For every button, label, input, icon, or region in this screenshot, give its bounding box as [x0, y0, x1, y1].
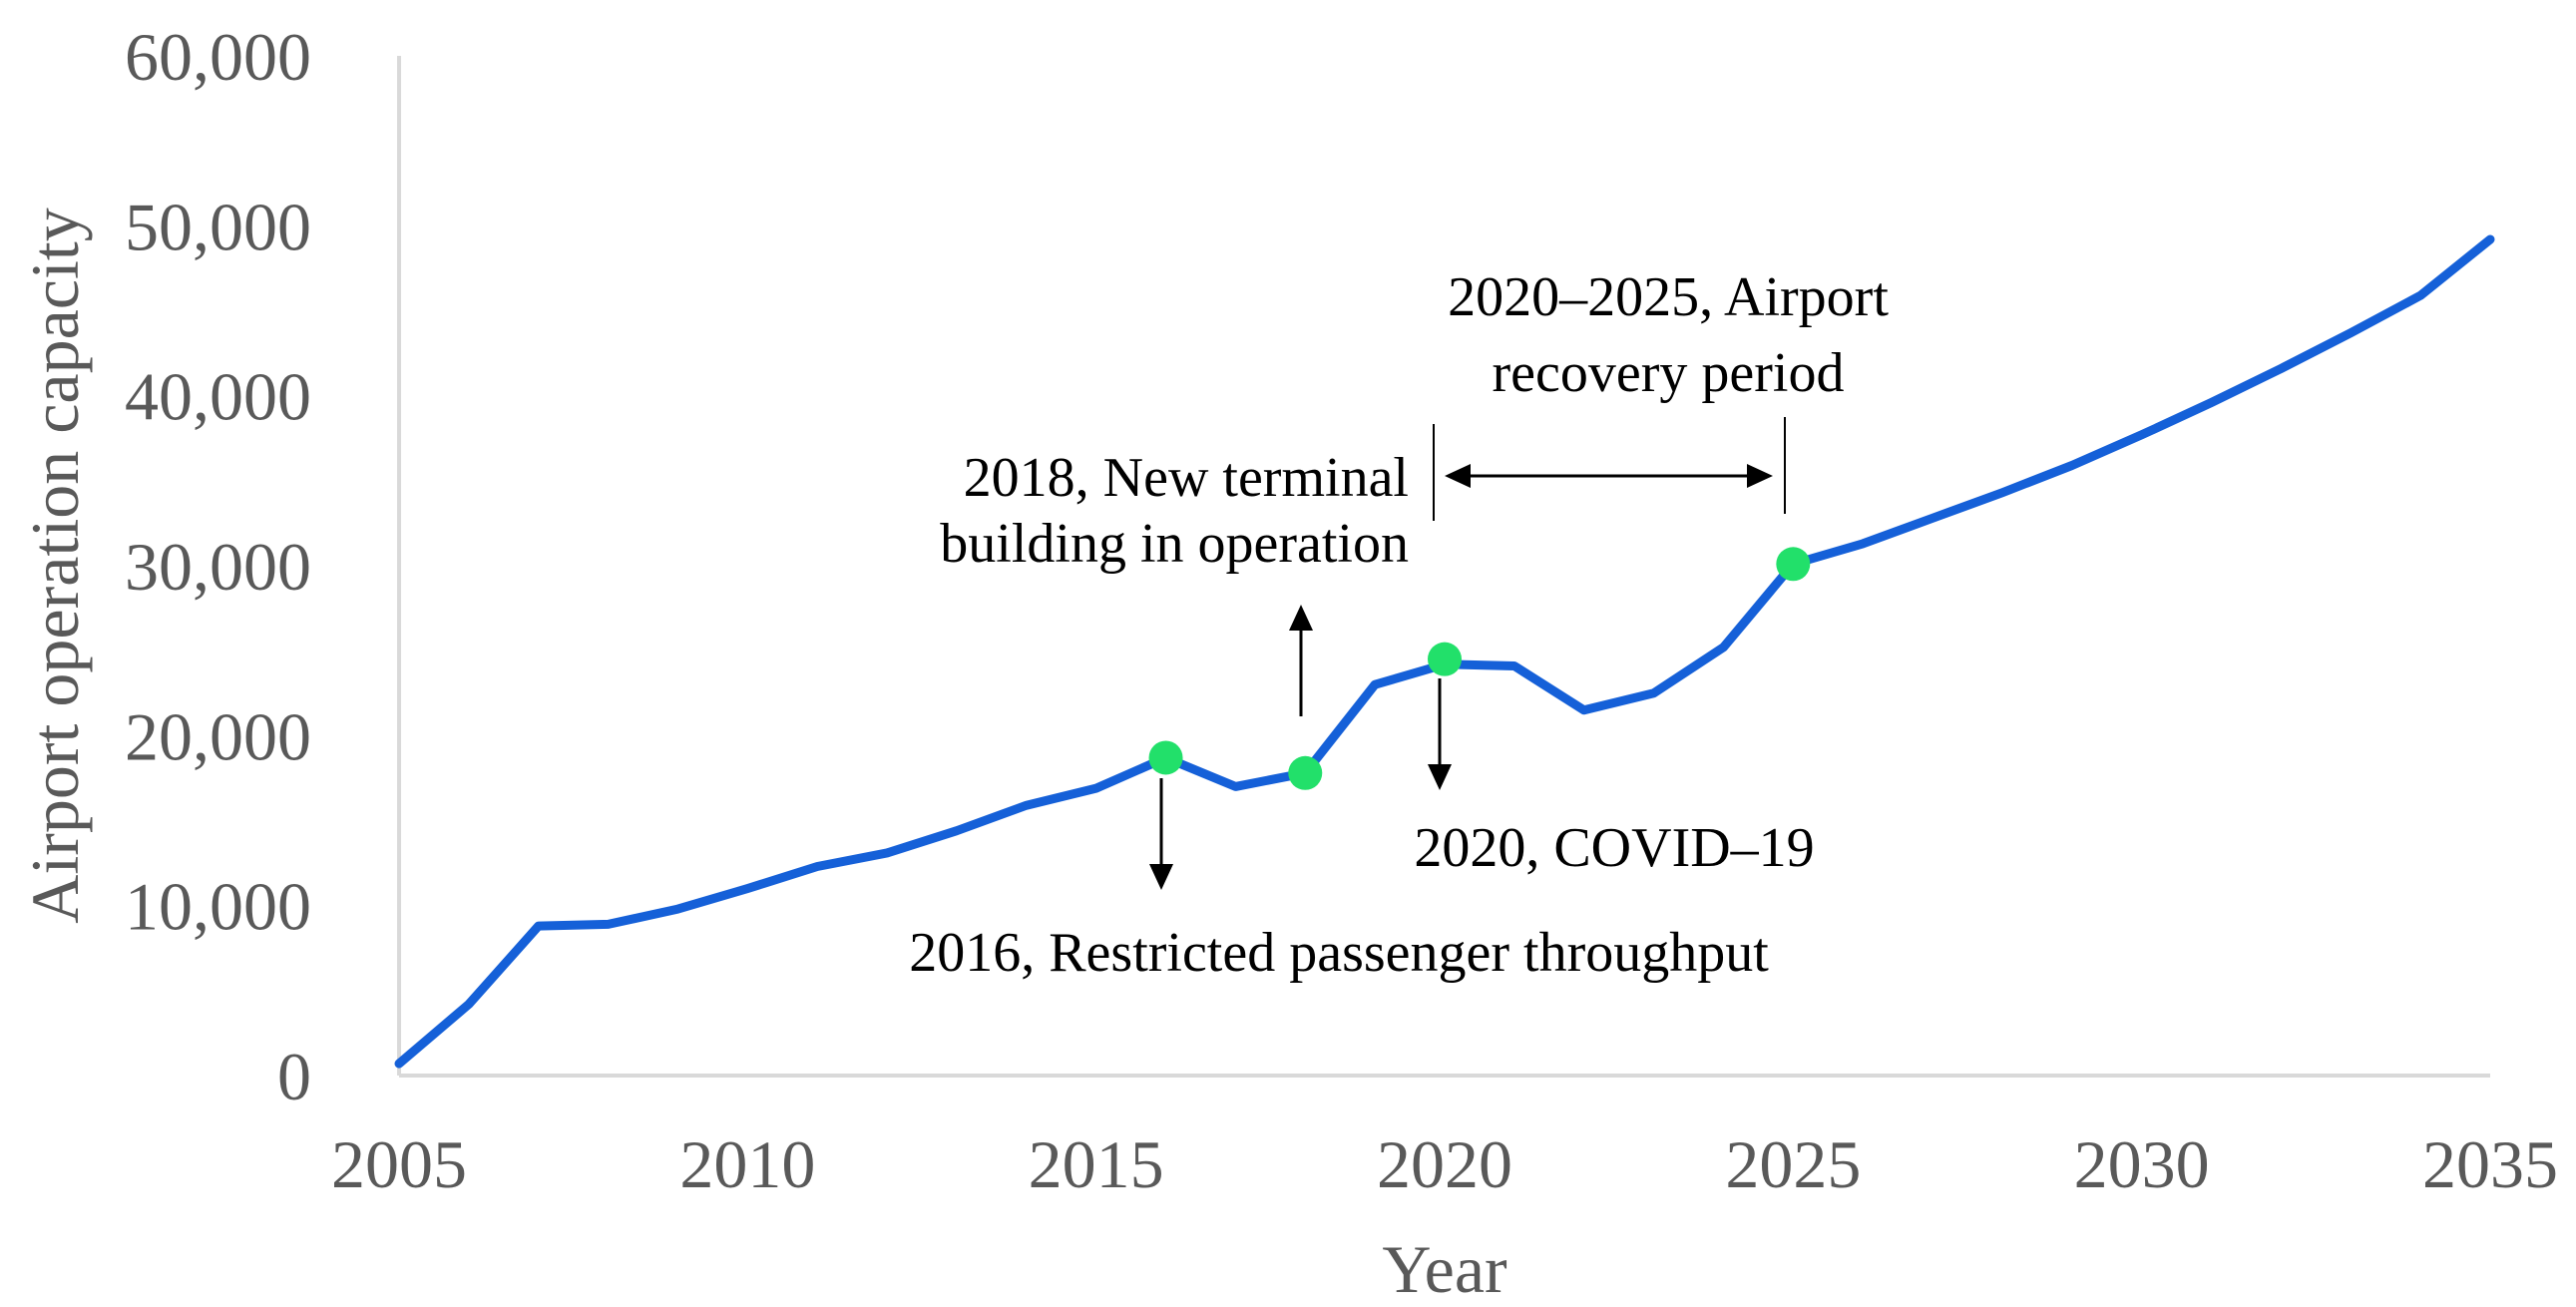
x-tick-label: 2030	[2074, 1126, 2210, 1202]
annotation-2025-label-line2: recovery period	[1493, 342, 1845, 404]
y-tick-label: 20,000	[125, 698, 311, 774]
y-tick-label: 40,000	[125, 359, 311, 435]
x-tick-label: 2010	[679, 1126, 815, 1202]
x-tick-label: 2025	[1725, 1126, 1861, 1202]
annotation-2018: 2018, New terminal building in operation	[940, 447, 1409, 716]
x-tick-label: 2005	[331, 1126, 467, 1202]
y-tick-label: 30,000	[125, 529, 311, 605]
annotation-2025-arrowhead-left	[1445, 464, 1471, 488]
annotation-2020-label: 2020, COVID–19	[1414, 817, 1814, 879]
x-axis-title: Year	[1382, 1231, 1507, 1307]
x-tick-labels: 2005 2010 2015 2020 2025 2030 2035	[331, 1126, 2558, 1202]
y-axis-title: Airport operation capacity	[17, 208, 93, 924]
annotation-2025-label-line1: 2020–2025, Airport	[1448, 266, 1889, 328]
y-tick-label: 50,000	[125, 189, 311, 264]
highlight-markers	[1148, 547, 1811, 790]
highlight-marker	[1428, 642, 1462, 676]
x-tick-label: 2020	[1377, 1126, 1512, 1202]
annotation-2018-label-line1: 2018, New terminal	[964, 447, 1409, 509]
highlight-marker	[1148, 740, 1183, 775]
annotation-2020-arrowhead	[1428, 764, 1452, 790]
y-tick-label: 0	[277, 1039, 311, 1114]
annotation-2025-arrowhead-right	[1747, 464, 1773, 488]
x-tick-label: 2015	[1029, 1126, 1164, 1202]
y-tick-labels: 0 10,000 20,000 30,000 40,000 50,000 60,000	[125, 19, 311, 1114]
y-tick-label: 10,000	[125, 869, 311, 945]
annotation-2018-label-line2: building in operation	[940, 513, 1409, 575]
y-tick-label: 60,000	[125, 19, 311, 95]
annotation-2025: 2020–2025, Airport recovery period	[1433, 266, 1889, 521]
annotation-2016-label: 2016, Restricted passenger throughput	[909, 922, 1769, 984]
annotation-2020: 2020, COVID–19	[1414, 678, 1815, 879]
x-tick-label: 2035	[2422, 1126, 2558, 1202]
annotation-2016: 2016, Restricted passenger throughput	[909, 778, 1769, 984]
annotation-2018-arrowhead	[1289, 605, 1313, 631]
highlight-marker	[1776, 547, 1811, 582]
highlight-marker	[1288, 755, 1323, 790]
annotation-2016-arrowhead	[1149, 864, 1173, 890]
